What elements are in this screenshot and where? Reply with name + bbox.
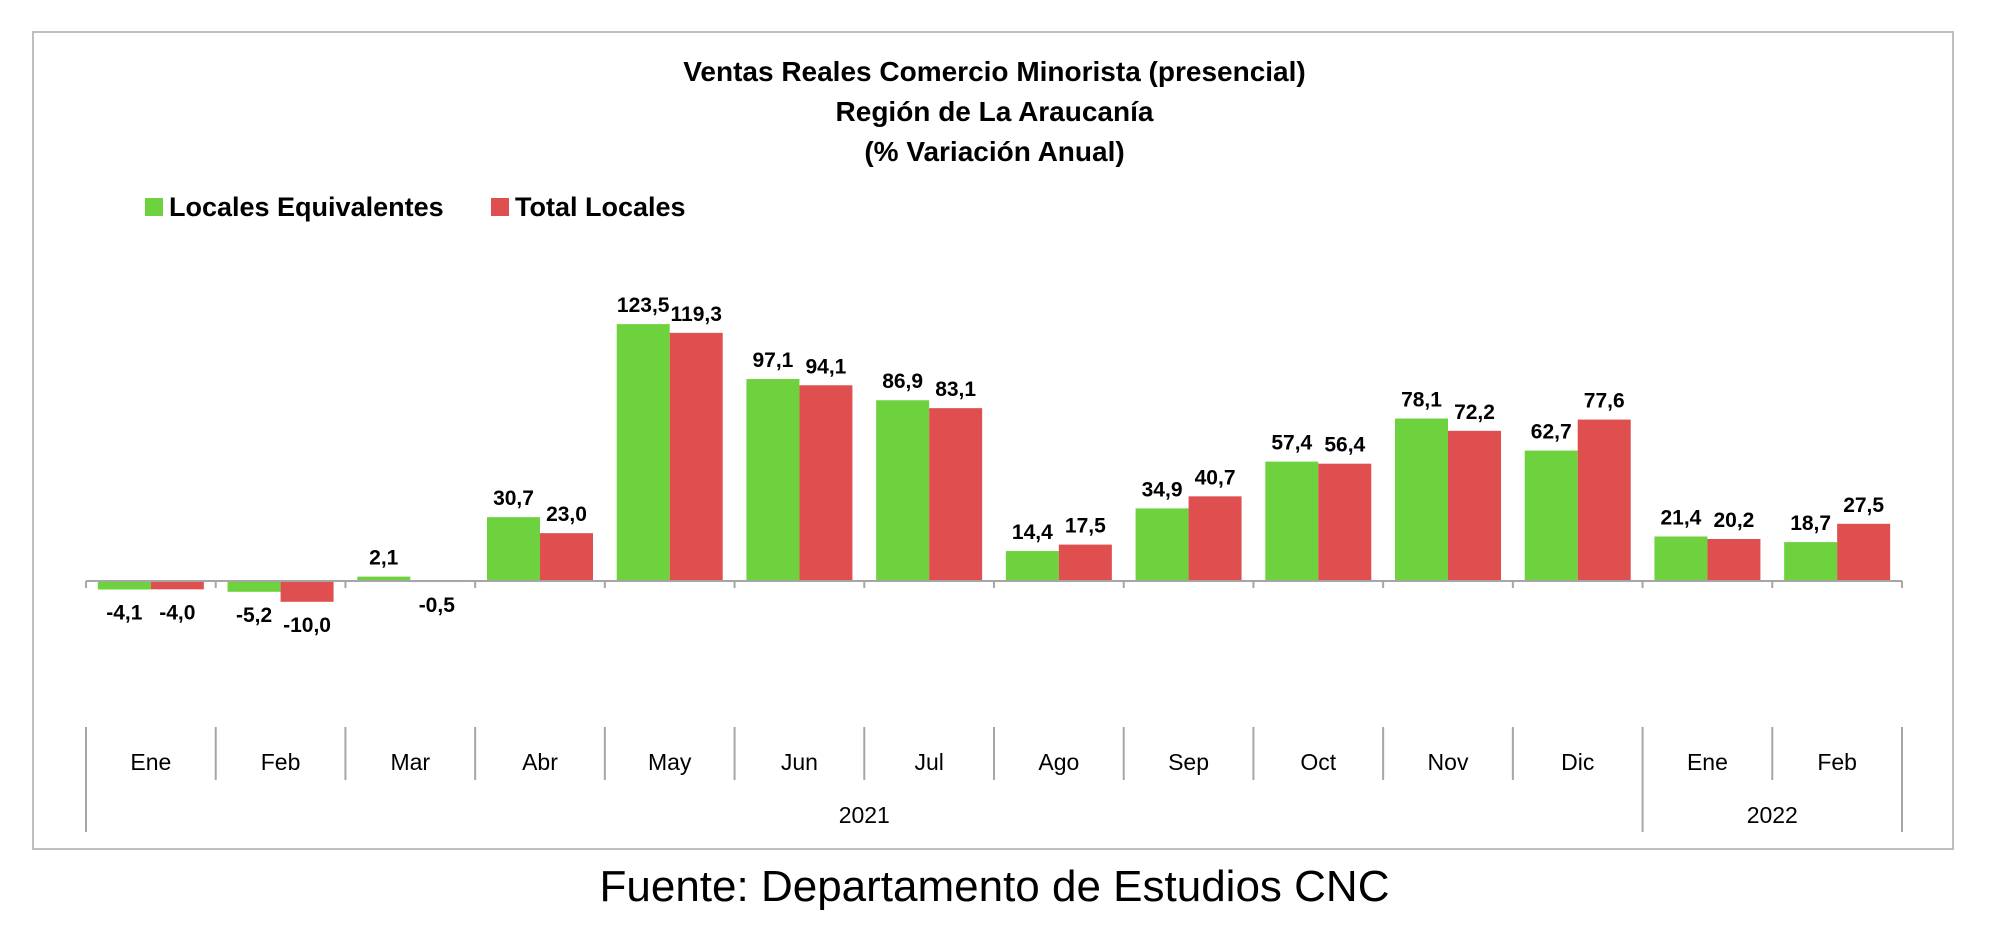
category-label: Jul (914, 749, 943, 775)
bar-total-locales-11 (1577, 419, 1631, 581)
bar-total-locales-10 (1448, 430, 1501, 581)
category-label: May (648, 749, 692, 775)
bar-total-locales-4 (669, 332, 723, 581)
data-label: -0,5 (419, 594, 456, 617)
data-label: -4,1 (106, 602, 143, 625)
data-label: 56,4 (1324, 434, 1365, 457)
category-label: Abr (522, 749, 558, 775)
year-label: 2021 (839, 802, 890, 828)
data-label: 83,1 (935, 378, 976, 401)
data-label: 78,1 (1401, 389, 1442, 412)
data-label: 21,4 (1660, 506, 1701, 529)
bar-locales-equivalentes-13 (1784, 542, 1838, 581)
data-label: 34,9 (1142, 478, 1183, 501)
data-label: 40,7 (1195, 466, 1236, 489)
data-label: 30,7 (493, 487, 534, 510)
bar-total-locales-3 (540, 533, 593, 581)
bar-total-locales-7 (1058, 544, 1112, 581)
category-label: Feb (1817, 749, 1857, 775)
bar-locales-equivalentes-12 (1654, 536, 1708, 581)
year-label: 2022 (1747, 802, 1798, 828)
bar-locales-equivalentes-6 (876, 400, 930, 581)
category-label: Ene (1687, 749, 1728, 775)
bar-locales-equivalentes-7 (1005, 551, 1059, 581)
bar-total-locales-1 (280, 581, 334, 602)
chart-title: Ventas Reales Comercio Minorista (presen… (683, 56, 1306, 87)
bar-locales-equivalentes-3 (487, 517, 540, 581)
data-label: 20,2 (1713, 509, 1754, 532)
data-label: -4,0 (159, 601, 195, 624)
chart-frame (32, 31, 1954, 850)
bar-total-locales-8 (1188, 496, 1242, 581)
category-label: Mar (390, 749, 430, 775)
bar-total-locales-0 (150, 581, 204, 590)
bar-locales-equivalentes-10 (1395, 418, 1448, 581)
chart-subtitle-units: (% Variación Anual) (864, 136, 1125, 167)
legend-label-locales-equivalentes: Locales Equivalentes (169, 191, 444, 222)
bar-locales-equivalentes-8 (1135, 508, 1189, 581)
bar-total-locales-13 (1837, 523, 1891, 581)
category-label: Feb (261, 749, 301, 775)
bar-total-locales-9 (1318, 463, 1372, 581)
bar-locales-equivalentes-0 (97, 581, 151, 590)
category-label: Dic (1561, 749, 1594, 775)
data-label: 72,2 (1454, 401, 1495, 424)
data-label: 2,1 (369, 547, 399, 570)
chart-subtitle: Región de La Araucanía (835, 96, 1154, 127)
data-label: 86,9 (882, 370, 923, 393)
data-label: 17,5 (1065, 515, 1106, 538)
category-label: Nov (1428, 749, 1469, 775)
legend-item-locales-equivalentes: Locales Equivalentes (145, 190, 444, 224)
category-label: Sep (1168, 749, 1209, 775)
data-label: -10,0 (283, 614, 331, 637)
data-label: 27,5 (1843, 494, 1884, 517)
legend-swatch-total-locales (491, 198, 509, 216)
category-label: Oct (1300, 749, 1336, 775)
data-label: 119,3 (671, 303, 722, 326)
legend-item-total-locales: Total Locales (491, 190, 686, 224)
bar-locales-equivalentes-9 (1265, 461, 1319, 581)
legend-label-total-locales: Total Locales (515, 191, 686, 222)
data-label: 14,4 (1012, 521, 1053, 544)
source-note: Fuente: Departamento de Estudios CNC (599, 862, 1390, 911)
bar-total-locales-12 (1707, 538, 1761, 581)
bar-locales-equivalentes-5 (746, 379, 800, 581)
data-label: 62,7 (1531, 421, 1572, 444)
data-label: 77,6 (1584, 390, 1625, 413)
legend-swatch-locales-equivalentes (145, 198, 163, 216)
category-label: Jun (781, 749, 818, 775)
data-label: 97,1 (752, 349, 793, 372)
data-label: 123,5 (617, 294, 670, 317)
category-label: Ago (1038, 749, 1079, 775)
data-label: 94,1 (805, 355, 846, 378)
bar-total-locales-6 (929, 408, 983, 581)
bar-locales-equivalentes-1 (227, 581, 281, 592)
bar-total-locales-5 (799, 385, 853, 581)
category-label: Ene (130, 749, 171, 775)
bar-locales-equivalentes-2 (357, 576, 411, 581)
bar-locales-equivalentes-4 (616, 324, 670, 581)
data-label: 18,7 (1790, 512, 1831, 535)
data-label: -5,2 (236, 604, 272, 627)
data-label: 57,4 (1271, 432, 1312, 455)
data-label: 23,0 (546, 503, 587, 526)
bar-locales-equivalentes-11 (1524, 450, 1578, 581)
